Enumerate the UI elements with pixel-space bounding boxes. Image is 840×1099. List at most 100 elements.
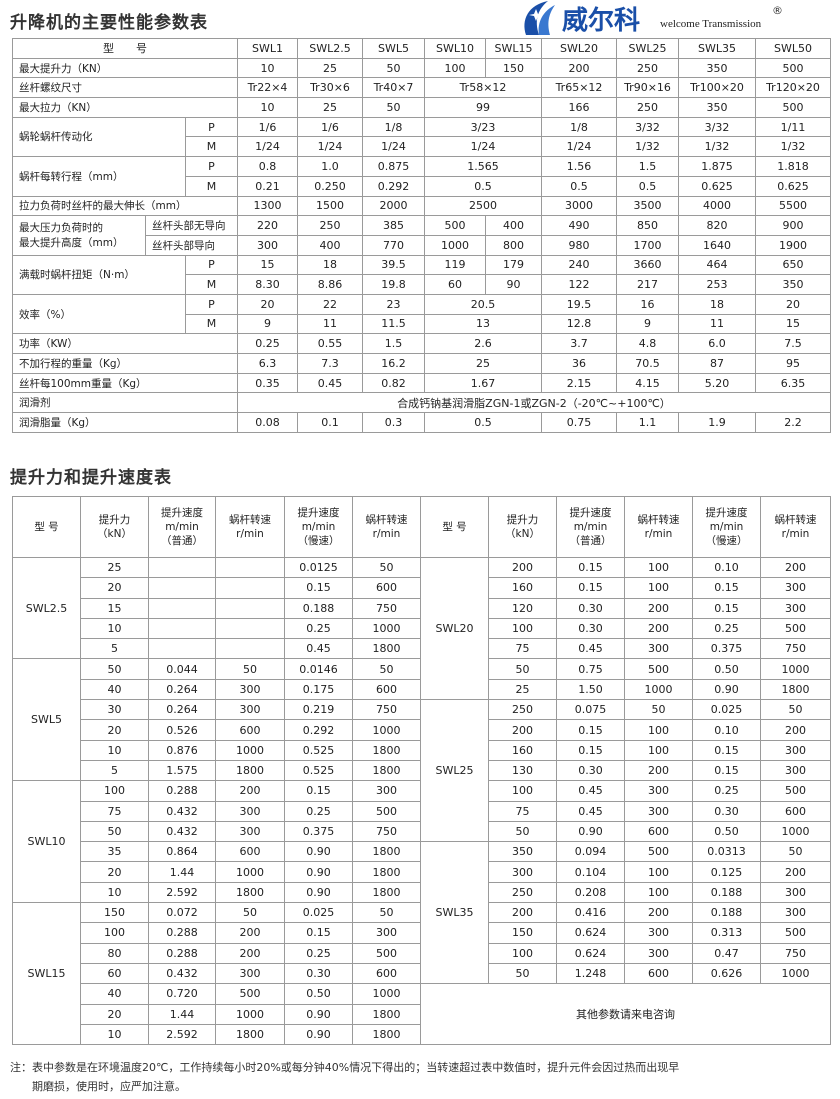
value-cell: 750	[352, 597, 421, 619]
value-cell: 253	[678, 274, 756, 295]
value-cell: 0.45	[556, 800, 625, 822]
value-cell: 18	[678, 293, 756, 315]
value-cell: 300	[215, 962, 285, 985]
value-cell: 600	[352, 577, 421, 599]
value-cell: 0.15	[556, 719, 625, 741]
value-cell: 650	[755, 254, 831, 276]
value-cell: 19.5	[541, 293, 617, 315]
value-cell: 0.876	[148, 739, 216, 761]
footnote: 注：表中参数是在环境温度20℃，工作持续每小时20%或每分钟40%情况下得出的；…	[10, 1058, 835, 1096]
value-cell: 0.625	[678, 175, 756, 197]
lift-speed-table: 型 号提升力 （kN） 提升速度 m/min （普通） 蜗杆转速 r/min 提升速度…	[12, 496, 831, 1046]
column-header: 型 号	[12, 496, 81, 558]
value-cell: 1000	[624, 678, 693, 701]
table-row: 满载时蜗杆扭矩（N·m） P 15 18 39.5 119 179 240 3660 464 650	[12, 254, 831, 295]
model-cell: SWL10	[12, 780, 81, 904]
model-cell: SWL15	[12, 902, 81, 1046]
value-cell: 1800	[215, 1023, 285, 1046]
model-header-cell: SWL2.5	[297, 38, 363, 59]
value-cell: 300	[624, 922, 693, 944]
value-cell: 100	[488, 942, 557, 964]
value-cell: 0.292	[362, 175, 425, 197]
value-cell: 0.30	[284, 962, 353, 985]
value-cell: 200	[624, 759, 693, 782]
value-cell: 1800	[352, 638, 421, 660]
value-cell: 500	[760, 922, 831, 944]
value-cell: 5	[80, 638, 149, 660]
row-group-label: 效率（%）	[12, 293, 186, 335]
value-cell	[215, 597, 285, 619]
value-cell: 160	[488, 577, 557, 599]
row-sub-label: P	[185, 254, 238, 276]
table-row: 不加行程的重量（Kg） 6.3 7.3 16.2 25 36 70.5 87 95	[12, 353, 831, 374]
value-cell: 6.0	[678, 333, 756, 354]
value-cell: 90	[485, 274, 542, 295]
row-label: 丝杆螺纹尺寸	[12, 77, 238, 99]
value-cell: 500	[755, 57, 831, 79]
value-cell: 100	[624, 881, 693, 904]
value-cell: 0.82	[362, 372, 425, 394]
value-cell: 0.875	[362, 156, 425, 177]
value-cell: 0.25	[692, 617, 761, 640]
value-cell: 0.025	[692, 699, 761, 721]
value-cell: 0.432	[148, 820, 216, 843]
value-cell: 100	[488, 780, 557, 802]
value-cell: 100	[624, 719, 693, 741]
value-cell: 150	[488, 922, 557, 944]
model-header-cell: SWL25	[616, 38, 679, 59]
value-cell: 100	[624, 739, 693, 761]
value-cell: 50	[760, 841, 831, 863]
value-cell: 39.5	[362, 254, 425, 276]
value-cell: 1.5	[616, 156, 679, 177]
value-cell: 250	[616, 97, 679, 118]
value-cell: 0.526	[148, 719, 216, 741]
value-cell: 0.188	[692, 881, 761, 904]
value-cell: 250	[616, 57, 679, 79]
value-cell: 490	[541, 215, 617, 236]
table-row: 15 0.188 750 120 0.30 200 0.15 300	[13, 597, 831, 619]
value-cell: 25	[297, 97, 363, 118]
value-cell: 1/6	[237, 116, 298, 138]
value-cell: 1.1	[616, 412, 679, 433]
row-group-label: 蜗轮蜗杆传动化	[12, 116, 186, 158]
value-cell: 19.8	[362, 274, 425, 295]
value-cell: 75	[488, 638, 557, 660]
value-cell: 100	[488, 617, 557, 640]
value-cell: 250	[488, 699, 557, 721]
value-cell: 2.592	[148, 1023, 216, 1046]
value-cell: 1800	[352, 1003, 421, 1025]
value-cell: 0.175	[284, 678, 353, 701]
value-cell: Tr100×20	[678, 77, 756, 99]
logo-cn-text: 威尔科	[562, 5, 640, 36]
value-cell	[148, 577, 216, 599]
table-row: 丝杆螺纹尺寸 Tr22×4 Tr30×6 Tr40×7 Tr58×12 Tr65×12 Tr…	[12, 77, 831, 99]
value-cell: 500	[624, 658, 693, 680]
row-group-label: 满载时蜗杆扭矩（N·m）	[12, 254, 186, 295]
column-header: 提升速度 m/min （普通）	[556, 496, 625, 558]
value-cell: 900	[755, 215, 831, 236]
value-cell: 1800	[760, 678, 831, 701]
value-cell: 60	[424, 274, 486, 295]
value-cell: 500	[755, 97, 831, 118]
value-cell: 119	[424, 254, 486, 276]
value-cell: 500	[760, 780, 831, 802]
value-cell: 1/24	[362, 136, 425, 158]
value-cell: 600	[624, 962, 693, 985]
value-cell: 0.30	[556, 759, 625, 782]
value-cell: 40	[80, 983, 149, 1005]
value-cell: 200	[215, 942, 285, 964]
value-cell: 3500	[616, 195, 679, 217]
value-cell: 0.094	[556, 841, 625, 863]
value-cell: 0.525	[284, 759, 353, 782]
model-header-cell: SWL1	[237, 38, 298, 59]
value-cell: 1000	[352, 983, 421, 1005]
value-cell: 300	[624, 942, 693, 964]
value-cell: 0.08	[237, 412, 298, 433]
value-cell: 2.2	[755, 412, 831, 433]
value-cell: 300	[624, 638, 693, 660]
value-cell: 500	[352, 800, 421, 822]
model-header-cell: SWL10	[424, 38, 486, 59]
value-cell: 100	[624, 556, 693, 579]
value-cell: 350	[488, 841, 557, 863]
model-header-cell: SWL15	[485, 38, 542, 59]
